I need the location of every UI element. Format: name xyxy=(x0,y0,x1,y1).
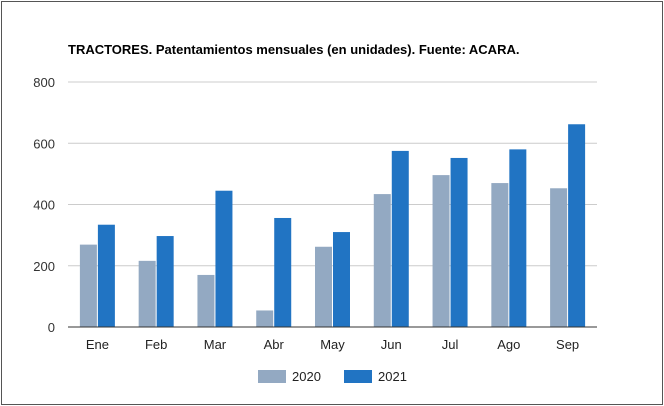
x-tick-label-ene: Ene xyxy=(86,337,109,352)
bar-2021-jun xyxy=(391,150,409,327)
bar-2020-ene xyxy=(79,244,97,327)
x-tick-label-jun: Jun xyxy=(381,337,402,352)
y-tick-label-600: 600 xyxy=(33,136,55,151)
bar-2021-ene xyxy=(97,224,115,327)
bar-2020-jun xyxy=(373,194,391,327)
bar-2021-ago xyxy=(509,149,527,327)
x-tick-label-ago: Ago xyxy=(497,337,520,352)
bar-2020-jul xyxy=(432,175,450,327)
legend: 2020 2021 xyxy=(0,369,664,389)
legend-label-2020: 2020 xyxy=(292,369,321,384)
bar-2021-jul xyxy=(450,157,468,327)
bar-2020-feb xyxy=(138,260,156,327)
legend-label-2021: 2021 xyxy=(378,369,407,384)
x-tick-label-mar: Mar xyxy=(204,337,227,352)
legend-item-2021: 2021 xyxy=(344,369,407,384)
legend-swatch-2021 xyxy=(344,370,372,383)
bar-2020-sep xyxy=(550,188,568,327)
y-tick-label-200: 200 xyxy=(33,259,55,274)
bar-2021-abr xyxy=(274,217,292,327)
bar-2020-mar xyxy=(197,274,215,327)
y-tick-label-0: 0 xyxy=(48,320,55,335)
bar-2021-mar xyxy=(215,190,233,327)
x-tick-label-jul: Jul xyxy=(442,337,459,352)
bar-2020-ago xyxy=(491,183,509,327)
x-tick-label-may: May xyxy=(320,337,345,352)
bar-2020-may xyxy=(315,246,332,327)
bar-2021-feb xyxy=(156,236,174,327)
x-tick-label-abr: Abr xyxy=(264,337,285,352)
legend-swatch-2020 xyxy=(258,370,286,383)
bar-2020-abr xyxy=(256,310,274,327)
bar-2021-may xyxy=(333,232,350,327)
y-tick-label-800: 800 xyxy=(33,75,55,90)
y-tick-label-400: 400 xyxy=(33,198,55,213)
chart-title: TRACTORES. Patentamientos mensuales (en … xyxy=(68,42,520,57)
legend-item-2020: 2020 xyxy=(258,369,321,384)
x-tick-label-feb: Feb xyxy=(145,337,167,352)
x-tick-label-sep: Sep xyxy=(556,337,579,352)
bar-2021-sep xyxy=(568,124,586,327)
